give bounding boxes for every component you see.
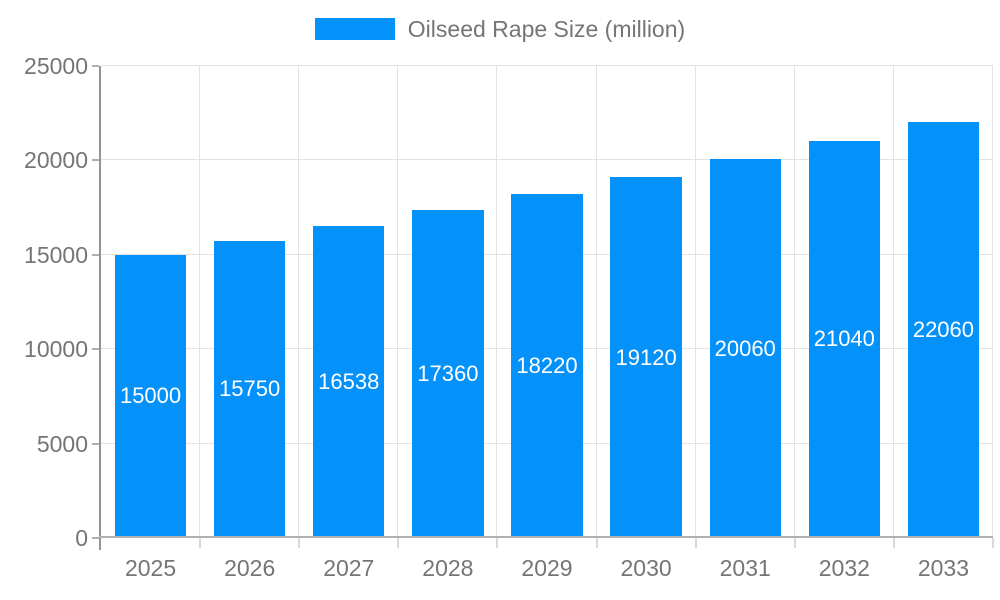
x-tick-label: 2028	[422, 555, 474, 581]
x-axis-tick	[496, 538, 499, 548]
gridline-vertical	[992, 66, 993, 538]
y-tick-label: 25000	[24, 53, 88, 79]
gridline-vertical	[298, 66, 300, 538]
bar-value-label: 15750	[219, 376, 281, 402]
bar[interactable]	[511, 194, 583, 538]
gridline-vertical	[595, 66, 597, 538]
gridline-vertical	[892, 66, 894, 538]
bar-value-label: 18220	[516, 353, 578, 378]
x-tick-label: 2027	[323, 555, 375, 581]
y-tick-label: 0	[75, 525, 88, 551]
bar[interactable]	[114, 254, 187, 538]
bar-value-label: 17360	[417, 361, 479, 387]
y-tick-label: 5000	[36, 430, 88, 457]
bar-value-label: 20060	[714, 335, 776, 361]
bar-value-label: 15000	[119, 383, 182, 409]
y-axis-line	[99, 66, 101, 550]
x-axis-tick	[992, 538, 994, 548]
gridline-horizontal	[101, 159, 993, 161]
y-axis-tick	[92, 348, 99, 351]
x-tick-label: 2033	[917, 555, 970, 581]
y-tick-label: 20000	[24, 147, 88, 174]
legend-swatch	[314, 18, 395, 40]
gridline-vertical	[397, 66, 399, 538]
x-tick-label: 2032	[818, 555, 870, 581]
x-tick-label: 2030	[620, 555, 672, 581]
y-axis-tick	[92, 537, 99, 539]
bar-value-label: 21040	[813, 326, 875, 352]
y-axis-tick	[92, 159, 99, 162]
y-tick-label: 10000	[24, 336, 88, 363]
bar-value-label: 16538	[318, 368, 380, 394]
plot-area: 0 5000 10000 15000 20000 25000 2025 2026 2027 202…	[24, 53, 994, 581]
x-axis-tick	[298, 538, 301, 548]
bar-value-label: 22060	[912, 316, 975, 342]
gridline-horizontal	[101, 65, 993, 66]
bar[interactable]	[808, 140, 880, 538]
legend[interactable]: Oilseed Rape Size (million)	[0, 16, 1000, 42]
bar[interactable]	[610, 177, 682, 538]
y-axis-tick	[92, 442, 99, 445]
x-axis-tick	[595, 538, 598, 548]
x-axis-tick	[793, 538, 796, 548]
gridline-vertical	[496, 66, 498, 538]
y-axis-tick	[92, 253, 99, 256]
x-axis-tick	[199, 538, 202, 548]
x-tick-label: 2025	[124, 555, 177, 581]
y-tick-label: 15000	[24, 241, 88, 268]
x-axis-tick	[892, 538, 895, 548]
bar-value-label: 19120	[615, 344, 677, 370]
x-axis-tick	[397, 538, 400, 548]
bar[interactable]	[213, 240, 286, 538]
x-tick-label: 2029	[521, 555, 573, 581]
gridline-vertical	[199, 66, 201, 538]
legend-label: Oilseed Rape Size (million)	[407, 16, 686, 42]
x-tick-label: 2031	[719, 555, 771, 581]
bar[interactable]	[907, 121, 980, 538]
x-tick-label: 2026	[224, 555, 276, 581]
gridline-vertical	[793, 66, 795, 538]
y-axis-tick	[92, 65, 99, 67]
x-axis-line	[99, 536, 993, 538]
bar[interactable]	[412, 210, 484, 538]
x-axis-tick	[694, 538, 697, 548]
bar[interactable]	[709, 159, 781, 538]
gridline-vertical	[694, 66, 696, 538]
bar[interactable]	[313, 225, 385, 538]
